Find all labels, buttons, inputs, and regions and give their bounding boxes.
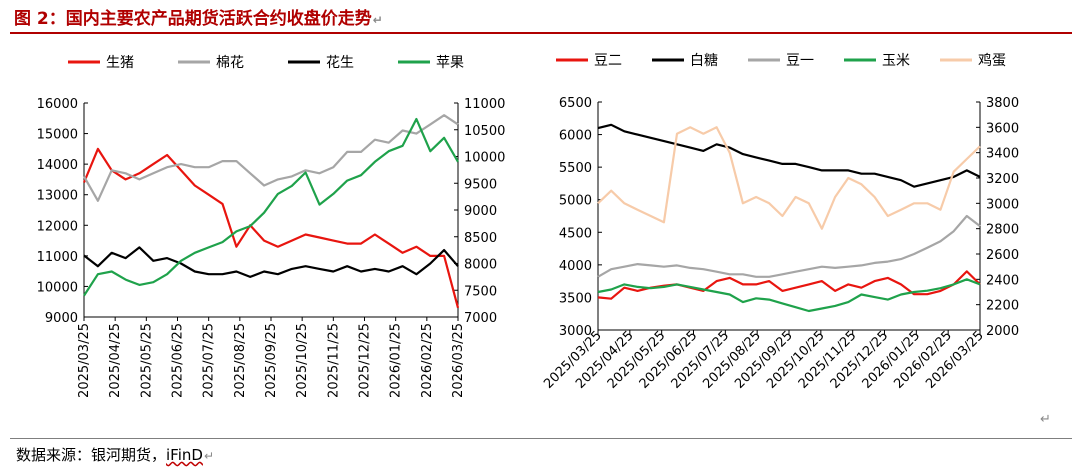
right-tick-label: 8500 bbox=[464, 231, 497, 246]
legend-label: 鸡蛋 bbox=[978, 52, 1006, 69]
right-tick-label: 10000 bbox=[464, 151, 505, 166]
series-line-豆二 bbox=[597, 270, 981, 300]
left-tick-label: 6500 bbox=[559, 96, 592, 111]
left-tick-label: 5500 bbox=[559, 161, 592, 176]
right-tick-label: 3200 bbox=[986, 172, 1019, 187]
x-tick-label: 2025/08/25 bbox=[233, 323, 248, 398]
right-tick-label: 3800 bbox=[986, 96, 1019, 111]
series-line-棉花 bbox=[83, 114, 459, 202]
legend-label: 白糖 bbox=[690, 53, 718, 69]
left-tick-label: 6000 bbox=[559, 129, 592, 144]
left-tick-label: 5000 bbox=[559, 194, 592, 209]
right-tick-label: 2400 bbox=[986, 273, 1019, 288]
x-tick-label: 2025/06/25 bbox=[171, 323, 186, 398]
series-line-鸡蛋 bbox=[597, 126, 981, 230]
right-tick-label: 7500 bbox=[464, 284, 497, 299]
right-tick-label: 3400 bbox=[986, 147, 1019, 162]
left-tick-label: 15000 bbox=[37, 128, 78, 143]
right-tick-label: 2800 bbox=[986, 223, 1019, 238]
left-tick-label: 12000 bbox=[37, 219, 78, 234]
left-tick-label: 3000 bbox=[559, 324, 592, 339]
chart-left: 生猪 棉花 花生 苹果 9000 10000 11000 12000 13000 14000 150… bbox=[37, 54, 506, 398]
legend-label: 棉花 bbox=[216, 54, 244, 71]
source-prefix: 数据来源：银河期货， bbox=[16, 446, 167, 464]
right-tick-label: 9000 bbox=[464, 204, 497, 219]
figure-title: 图 2：国内主要农产品期货活跃合约收盘价走势↵ bbox=[14, 4, 383, 29]
x-tick-label: 2026/03/25 bbox=[451, 323, 466, 398]
left-tick-label: 4500 bbox=[559, 226, 592, 241]
data-source: 数据来源：银河期货，iFinD↵ bbox=[16, 444, 214, 465]
legend-label: 花生 bbox=[326, 55, 354, 71]
left-tick-label: 16000 bbox=[37, 97, 78, 112]
legend-label: 豆一 bbox=[786, 53, 814, 69]
x-tick-label: 2025/07/25 bbox=[202, 323, 217, 398]
right-tick-label: 2000 bbox=[986, 324, 1019, 339]
right-tick-label: 10500 bbox=[464, 124, 505, 139]
return-mark-icon: ↵ bbox=[1040, 412, 1051, 427]
x-tick-label: 2026/02/25 bbox=[420, 323, 435, 398]
paragraph-mark-icon: ↵ bbox=[203, 449, 215, 463]
x-tick-label: 2025/04/25 bbox=[108, 323, 123, 398]
right-tick-label: 9500 bbox=[464, 177, 497, 192]
right-tick-label: 3600 bbox=[986, 121, 1019, 136]
right-tick-label: 2600 bbox=[986, 248, 1019, 263]
right-tick-label: 8000 bbox=[464, 258, 497, 273]
left-tick-label: 4000 bbox=[559, 259, 592, 274]
x-tick-label: 2026/01/25 bbox=[389, 323, 404, 398]
series-line-生猪 bbox=[82, 147, 460, 309]
right-tick-label: 7000 bbox=[464, 311, 497, 326]
source-brand: iFinD bbox=[166, 446, 203, 464]
legend-label: 苹果 bbox=[436, 55, 464, 71]
series-line-玉米 bbox=[597, 278, 981, 313]
footer-rule bbox=[10, 438, 1072, 439]
legend-label: 玉米 bbox=[882, 53, 910, 69]
chart-right: 豆二 白糖 豆一 玉米 鸡蛋 3000 3500 4000 4500 5000 5500 6000 65… bbox=[541, 52, 1019, 392]
legend-label: 豆二 bbox=[594, 53, 622, 69]
right-tick-label: 2200 bbox=[986, 299, 1019, 314]
x-tick-label: 2025/11/25 bbox=[326, 323, 341, 398]
figure-title-text: 图 2：国内主要农产品期货活跃合约收盘价走势 bbox=[14, 9, 372, 29]
left-tick-label: 9000 bbox=[45, 311, 78, 326]
series-line-苹果 bbox=[83, 117, 459, 297]
x-tick-label: 2025/03/25 bbox=[77, 323, 92, 398]
x-tick-label: 2025/12/25 bbox=[358, 323, 373, 398]
series-line-白糖 bbox=[597, 123, 981, 188]
x-tick-label: 2025/05/25 bbox=[139, 323, 154, 398]
right-tick-label: 3000 bbox=[986, 197, 1019, 212]
paragraph-mark-icon: ↵ bbox=[372, 13, 383, 27]
series-line-花生 bbox=[83, 246, 459, 278]
title-rule bbox=[10, 32, 1072, 34]
legend-label: 生猪 bbox=[106, 55, 134, 71]
left-tick-label: 10000 bbox=[37, 280, 78, 295]
left-tick-label: 13000 bbox=[37, 189, 78, 204]
x-tick-label: 2025/09/25 bbox=[264, 323, 279, 398]
left-tick-label: 11000 bbox=[37, 250, 78, 265]
x-tick-label: 2025/10/25 bbox=[295, 323, 310, 398]
left-tick-label: 14000 bbox=[37, 158, 78, 173]
left-tick-label: 3500 bbox=[559, 291, 592, 306]
right-tick-label: 11000 bbox=[464, 97, 505, 112]
series-line-豆一 bbox=[597, 214, 981, 278]
